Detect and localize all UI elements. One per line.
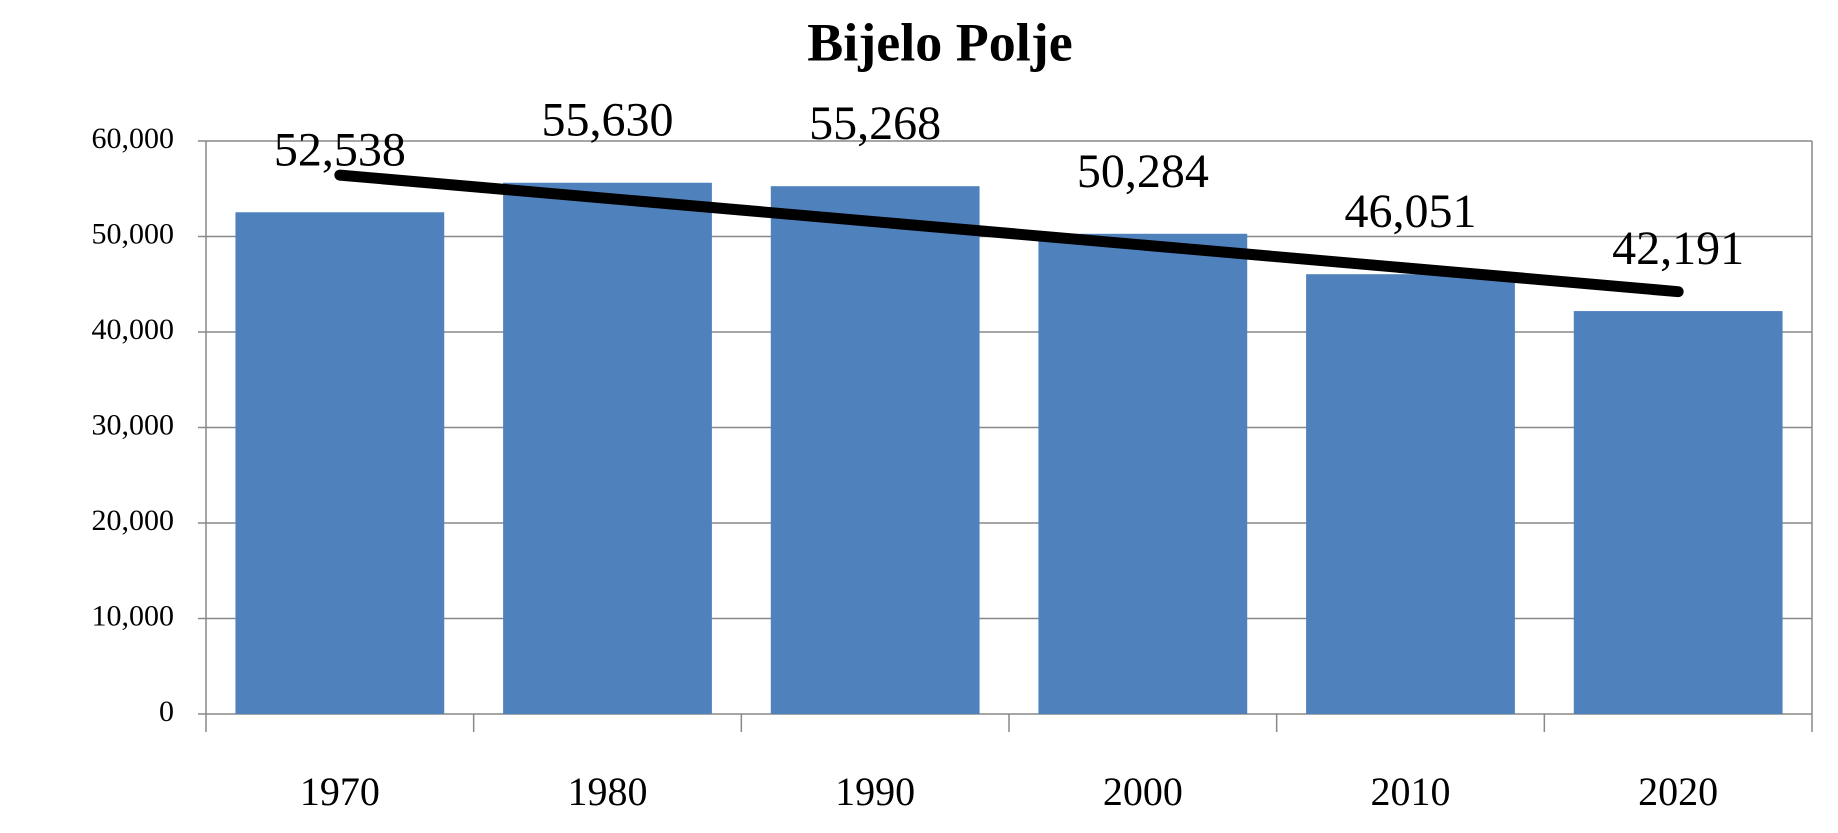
x-tick-label: 2020 — [1638, 769, 1718, 814]
value-label: 42,191 — [1612, 222, 1744, 275]
bar — [235, 212, 445, 715]
y-tick-label: 50,000 — [92, 217, 175, 250]
y-tick-label: 60,000 — [92, 122, 175, 155]
y-tick-label: 20,000 — [92, 504, 175, 537]
x-tick-label: 2010 — [1371, 769, 1451, 814]
x-tick-label: 1970 — [300, 769, 380, 814]
bar — [1573, 311, 1783, 714]
y-tick-label: 40,000 — [92, 313, 175, 346]
x-tick-label: 2000 — [1103, 769, 1183, 814]
value-label: 46,051 — [1345, 185, 1477, 238]
bar — [770, 186, 980, 714]
chart-title: Bijelo Polje — [807, 12, 1072, 72]
value-label: 52,538 — [274, 123, 406, 176]
value-label: 55,268 — [809, 97, 941, 150]
value-label: 50,284 — [1077, 145, 1209, 198]
x-tick-label: 1990 — [835, 769, 915, 814]
bar — [503, 182, 712, 714]
x-tick-label: 1980 — [568, 769, 648, 814]
trendline — [334, 169, 1684, 298]
y-tick-label: 10,000 — [92, 599, 175, 632]
value-label: 55,630 — [542, 94, 674, 147]
y-tick-label: 0 — [159, 695, 174, 728]
bar — [1038, 233, 1248, 715]
bar — [1306, 274, 1515, 714]
y-tick-label: 30,000 — [92, 408, 175, 441]
